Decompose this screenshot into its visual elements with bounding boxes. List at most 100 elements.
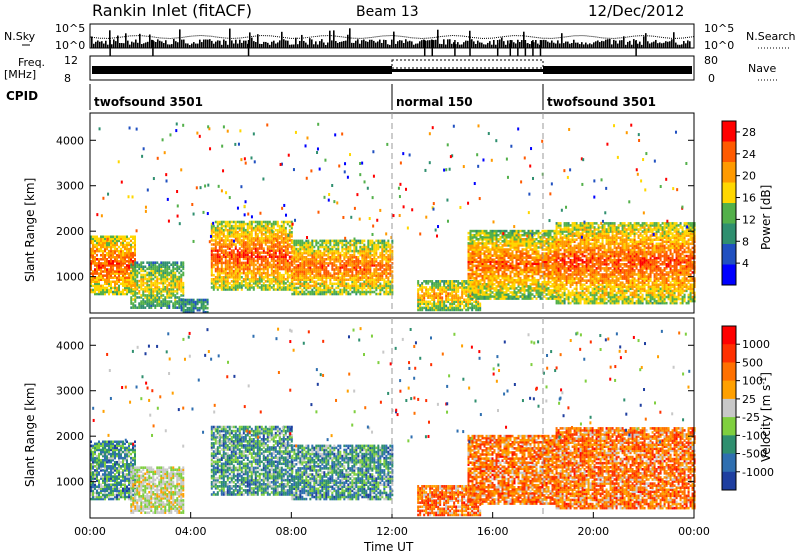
echo-cell [174,304,177,307]
echo-cell [228,286,231,289]
echo-cell [218,280,221,283]
echo-cell [156,304,159,307]
echo-cell [120,260,122,263]
echo-cell [162,298,165,301]
echo-cell [493,242,496,245]
echo-cell [106,258,108,261]
echo-cell [305,292,308,296]
echo-cell [252,257,255,261]
echo-cell [100,247,102,251]
echo-cell [144,285,147,289]
echo-cell [222,228,225,232]
echo-cell [158,267,161,271]
echo-cell [216,230,219,234]
echo-cell [130,306,133,309]
nsky-bar [643,36,645,48]
echo-cell [126,253,128,257]
echo-cell [256,220,259,224]
echo-cell [150,294,153,297]
echo-cell [379,272,382,275]
echo-cell [303,255,306,259]
echo-cell [248,230,251,234]
echo-cell [108,243,110,247]
echo-cell [282,220,285,224]
echo-cell [114,243,116,247]
echo-cell [116,239,118,243]
echo-cell [114,258,116,261]
echo-cell [106,290,108,294]
echo-cell [343,262,346,265]
echo-cell [148,271,151,275]
echo-cell [228,220,231,224]
echo-cell [220,245,223,248]
echo-cell [272,284,275,287]
echo-cell [479,295,482,298]
echo-cell [461,280,464,283]
echo-cell [102,245,104,249]
nsky-bar [549,42,551,48]
echo-cell [146,302,149,305]
echo-cell [144,290,147,293]
echo-cell [136,261,139,264]
echo-cell [216,255,219,259]
echo-cell [284,226,287,230]
echo-cell [286,220,289,224]
echo-cell [158,271,161,275]
echo-cell [118,251,120,255]
echo-cell [288,255,291,259]
echo-cell [377,255,380,259]
echo-cell [297,290,300,294]
echo-cell [521,268,524,272]
echo-cell [523,252,526,255]
echo-cell [162,277,165,281]
echo-cell [325,253,328,257]
nsky-bar [629,40,631,48]
echo-cell [172,302,175,305]
echo-cell [104,235,106,239]
echo-cell [383,268,386,271]
echo-cell [477,260,480,264]
echo-cell [481,229,484,233]
echo-cell [473,300,476,304]
echo-cell [166,277,169,281]
echo-cell [182,265,185,269]
echo-cell [222,271,225,275]
echo-cell [222,280,225,283]
echo-cell [112,235,114,239]
echo-cell [108,284,110,288]
nsky-bar [685,43,687,48]
echo-cell [497,289,500,292]
echo-cell [128,282,130,286]
echo-cell [104,249,106,253]
echo-cell [124,266,126,269]
nsky-bar [453,42,455,48]
echo-cell [154,261,157,264]
echo-cell [114,249,116,253]
echo-cell [90,253,92,257]
echo-cell [152,296,155,299]
echo-cell [196,302,199,306]
echo-cell [270,278,273,281]
nsky-bar [463,42,465,48]
echo-cell [102,270,104,273]
nsky-bar [421,40,423,48]
echo-cell [214,263,217,267]
echo-cell [90,284,92,288]
echo-cell [114,235,116,239]
echo-cell [150,292,153,295]
echo-cell [142,277,145,281]
nsky-bar [439,43,441,48]
echo-cell [150,279,153,283]
nsky-bar [617,43,619,48]
echo-cell [238,282,241,285]
echo-cell [230,284,233,287]
echo-cell [254,267,257,271]
echo-cell [106,276,108,279]
echo-cell [110,235,112,239]
echo-cell [317,286,320,290]
nsky-bar [513,42,515,48]
echo-cell [497,229,500,233]
echo-cell [212,257,215,261]
echo-cell [224,284,227,287]
